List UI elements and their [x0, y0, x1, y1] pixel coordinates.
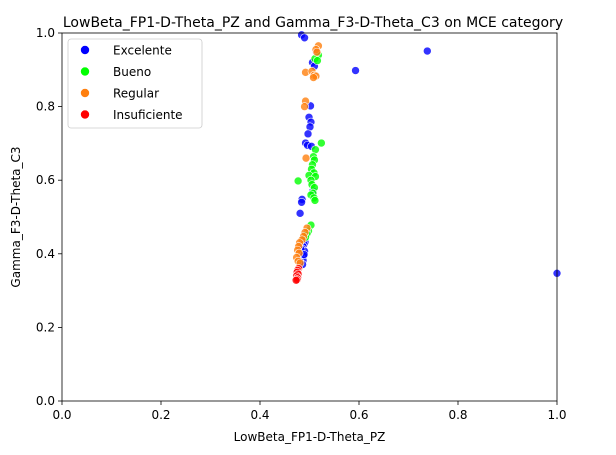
y-axis-ticks: 0.0 0.2 0.4 0.6 0.8 1.0	[36, 26, 62, 408]
point-bueno	[293, 176, 303, 186]
y-tick-label: 0.6	[36, 173, 55, 187]
point-excelente	[297, 197, 306, 207]
x-axis-label: LowBeta_FP1-D-Theta_PZ	[234, 430, 386, 444]
point-excelente	[423, 46, 432, 56]
x-tick-label: 0.6	[349, 408, 368, 422]
y-tick-label: 0.8	[36, 100, 55, 114]
y-axis-label: Gamma_F3-D-Theta_C3	[9, 146, 23, 287]
chart-title: LowBeta_FP1-D-Theta_PZ and Gamma_F3-D-Th…	[63, 15, 563, 31]
legend-marker-regular	[80, 88, 90, 98]
point-excelente	[351, 66, 360, 75]
points-layer	[291, 30, 562, 285]
point-excelente	[303, 129, 313, 139]
y-tick-label: 1.0	[36, 26, 55, 40]
point-regular	[312, 47, 322, 57]
x-tick-label: 0.2	[151, 408, 170, 422]
point-bueno	[313, 56, 322, 65]
point-insuficiente	[291, 275, 301, 285]
legend-marker-excelente	[80, 45, 90, 55]
legend: Excelente Bueno Regular Insuficiente	[67, 38, 203, 129]
y-tick-label: 0.0	[36, 394, 55, 408]
legend-marker-insuficiente	[80, 109, 90, 120]
x-tick-label: 0.4	[250, 408, 269, 422]
x-tick-label: 0.0	[52, 408, 71, 422]
x-tick-label: 1.0	[547, 408, 566, 422]
point-regular	[300, 102, 309, 111]
legend-label-bueno: Bueno	[113, 65, 151, 79]
plot-frame	[61, 32, 558, 402]
point-bueno	[310, 196, 320, 205]
point-regular	[301, 153, 311, 163]
legend-items: Excelente Bueno Regular Insuficiente	[80, 44, 183, 122]
legend-label-insuficiente: Insuficiente	[113, 108, 183, 122]
x-axis-ticks: 0.0 0.2 0.4 0.6 0.8 1.0	[52, 401, 567, 422]
point-bueno	[317, 138, 326, 148]
y-tick-label: 0.2	[36, 320, 55, 334]
y-tick-label: 0.4	[36, 247, 55, 261]
legend-label-regular: Regular	[113, 87, 159, 101]
point-excelente	[295, 209, 305, 218]
point-regular	[309, 73, 318, 82]
legend-box	[67, 38, 203, 129]
x-tick-label: 0.8	[448, 408, 467, 422]
legend-label-excelente: Excelente	[113, 44, 172, 58]
point-excelente	[300, 33, 309, 43]
legend-marker-bueno	[80, 66, 90, 77]
